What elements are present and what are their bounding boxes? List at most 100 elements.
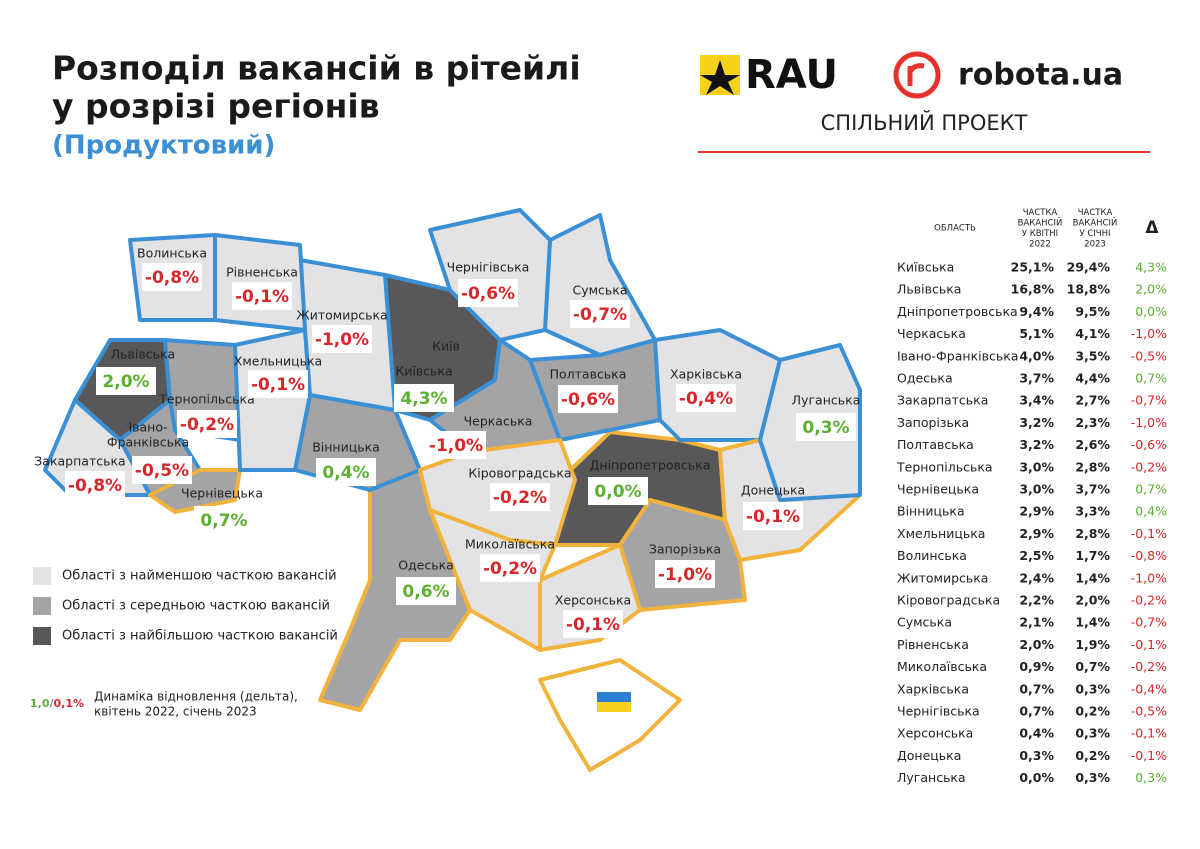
region-cell: Закарпатська <box>897 393 988 408</box>
value-cell: 16,8% <box>1011 282 1055 297</box>
region-name: Херсонська <box>555 593 631 608</box>
value-cell: 2,9% <box>1019 526 1054 541</box>
table-header: У КВІТНІ <box>1022 229 1058 239</box>
region-cell: Львівська <box>897 282 961 297</box>
region-shape <box>233 328 312 472</box>
value-cell: -0,2% <box>1131 459 1167 474</box>
region-name: Рівненська <box>226 265 298 280</box>
region-cell: Вінницька <box>897 504 965 519</box>
table-header: ЧАСТКА <box>1078 208 1113 218</box>
value-cell: -1,0% <box>1131 326 1167 341</box>
subtitle: (Продуктовий) <box>52 131 275 161</box>
value-cell: 2,7% <box>1075 393 1110 408</box>
region-delta: -1,0% <box>315 330 369 350</box>
region-delta: -0,1% <box>746 507 800 527</box>
region-cell: Запорізька <box>897 415 969 430</box>
region-cell: Житомирська <box>897 570 988 585</box>
flag <box>597 692 631 712</box>
value-cell: 2,4% <box>1019 570 1054 585</box>
region-cell: Кіровоградська <box>897 593 1000 608</box>
value-cell: 3,7% <box>1075 482 1110 497</box>
region-cell: Чернігівська <box>897 704 980 719</box>
legend-sample-part: 1,0 <box>30 697 50 710</box>
value-cell: 0,3% <box>1075 681 1110 696</box>
value-cell: 0,3% <box>1135 770 1167 785</box>
value-cell: 3,5% <box>1075 348 1110 363</box>
value-cell: 2,9% <box>1019 504 1054 519</box>
region-delta: -0,1% <box>251 375 305 395</box>
delta-box <box>563 610 623 638</box>
delta-box <box>394 384 454 412</box>
delta-box <box>396 577 456 605</box>
region-cell: Волинська <box>897 548 967 563</box>
map <box>43 208 862 772</box>
table-header: ЧАСТКА <box>1023 208 1058 218</box>
region-delta: -1,0% <box>658 565 712 585</box>
region-shape <box>428 208 552 342</box>
region-name: Сумська <box>572 283 627 298</box>
table-header: 2022 <box>1029 239 1051 249</box>
region-cell: Черкаська <box>897 326 966 341</box>
legend-note: квітень 2022, січень 2023 <box>94 705 257 719</box>
legend-swatch <box>33 627 51 645</box>
value-cell: 3,0% <box>1019 459 1054 474</box>
legend-sample: 1,0/0,1% <box>30 697 84 710</box>
table-header: У СІЧНІ <box>1079 229 1110 239</box>
value-cell: 2,8% <box>1075 526 1110 541</box>
value-cell: 2,8% <box>1075 459 1110 474</box>
region-delta: -0,2% <box>493 488 547 508</box>
region-cell: Хмельницька <box>897 526 985 541</box>
value-cell: 4,0% <box>1019 348 1054 363</box>
rau-logo: RAU <box>700 52 838 98</box>
region-cell: Чернівецька <box>897 482 979 497</box>
legend-label: Області з середньою часткою вакансій <box>62 599 330 614</box>
region-cell: Рівненська <box>897 637 969 652</box>
region-name: Донецька <box>741 483 805 498</box>
value-cell: 9,4% <box>1019 304 1054 319</box>
value-cell: 0,0% <box>1135 304 1167 319</box>
value-cell: 4,3% <box>1135 260 1167 275</box>
value-cell: -1,0% <box>1131 415 1167 430</box>
value-cell: 2,5% <box>1019 548 1054 563</box>
region-cell: Полтавська <box>897 437 974 452</box>
legend-sample-part: / <box>50 697 55 710</box>
delta-box <box>490 483 550 511</box>
region-name: Дніпропетровська <box>590 458 711 473</box>
region-delta: 0,7% <box>200 511 247 531</box>
value-cell: -0,7% <box>1131 615 1167 630</box>
region-delta: -0,6% <box>561 390 615 410</box>
value-cell: 2,0% <box>1019 637 1054 652</box>
delta-box <box>312 325 372 353</box>
region-name: Черкаська <box>464 414 533 429</box>
value-cell: -0,1% <box>1131 526 1167 541</box>
value-cell: 3,3% <box>1075 504 1110 519</box>
region-delta: 0,6% <box>402 582 449 602</box>
value-cell: 2,0% <box>1135 282 1167 297</box>
region-cell: Миколаївська <box>897 659 987 674</box>
value-cell: 0,3% <box>1075 726 1110 741</box>
value-cell: 4,4% <box>1075 371 1110 386</box>
region-name: Львівська <box>111 347 175 362</box>
delta-box <box>65 471 125 499</box>
value-cell: 3,7% <box>1019 371 1054 386</box>
value-cell: 18,8% <box>1067 282 1111 297</box>
value-cell: 1,7% <box>1075 548 1110 563</box>
title-line: у розрізі регіонів <box>52 87 380 126</box>
value-cell: 3,2% <box>1019 415 1054 430</box>
region-name: Запорізька <box>649 542 721 557</box>
value-cell: 5,1% <box>1019 326 1054 341</box>
region-delta: -0,1% <box>566 615 620 635</box>
region-cell: Дніпропетровська <box>897 304 1018 319</box>
region-delta: -0,2% <box>180 415 234 435</box>
robota-text: robota.ua <box>958 58 1123 93</box>
region-cell: Харківська <box>897 681 969 696</box>
region-delta: -0,2% <box>483 559 537 579</box>
value-cell: 0,0% <box>1019 770 1054 785</box>
table-header: Δ <box>1145 218 1159 238</box>
value-cell: -0,1% <box>1131 726 1167 741</box>
table-header: ОБЛАСТЬ <box>934 224 976 234</box>
legend-sample-part: 0,1% <box>54 697 85 710</box>
delta-box <box>142 263 202 291</box>
region-cell: Донецька <box>897 748 961 763</box>
table-header: ВАКАНСІЙ <box>1018 216 1063 228</box>
